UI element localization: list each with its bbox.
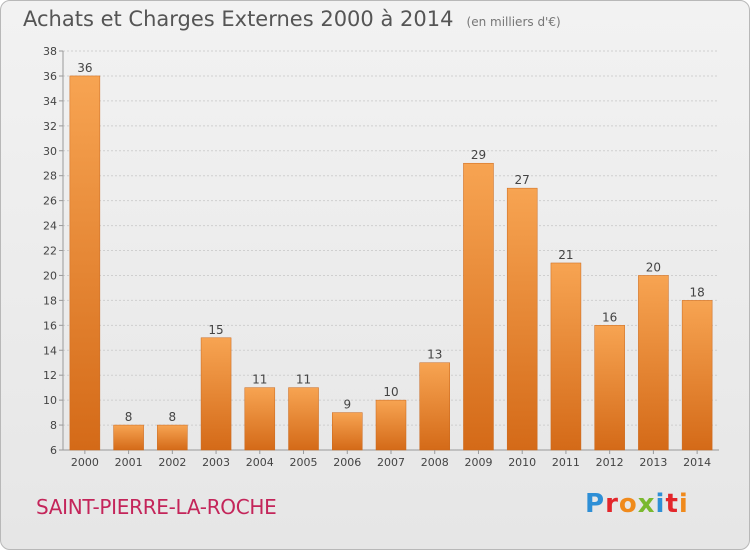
- logo-letter: i: [655, 489, 666, 519]
- logo-letter: x: [637, 489, 656, 519]
- location-name: SAINT-PIERRE-LA-ROCHE: [36, 495, 277, 519]
- y-tick-label: 20: [43, 269, 57, 282]
- x-axis: 2000 2001 2002 2003 2004 2005 2006 2007 2008 2009…: [71, 450, 711, 469]
- x-tick-label: 2014: [683, 456, 711, 469]
- x-tick-label: 2001: [115, 456, 143, 469]
- x-tick-label: 2011: [552, 456, 580, 469]
- y-tick-label: 14: [43, 344, 57, 357]
- bar-2008: [419, 362, 450, 451]
- bar-value-label: 10: [383, 385, 398, 399]
- y-tick-label: 8: [50, 419, 57, 432]
- y-tick-label: 22: [43, 245, 57, 258]
- logo-letter: o: [618, 489, 638, 519]
- bar-2011: [550, 262, 582, 451]
- x-tick-label: 2013: [639, 456, 667, 469]
- title-row: Achats et Charges Externes 2000 à 2014 (…: [23, 7, 561, 31]
- chart-title: Achats et Charges Externes 2000 à 2014: [23, 7, 454, 31]
- bar-value-label: 36: [77, 61, 92, 75]
- y-tick-label: 6: [50, 444, 57, 457]
- x-tick-label: 2004: [246, 456, 274, 469]
- x-tick-label: 2008: [421, 456, 449, 469]
- bar-value-label: 11: [296, 373, 311, 387]
- chart-subtitle: (en milliers d'€): [466, 15, 561, 29]
- bar-value-label: 21: [558, 248, 573, 262]
- bar-2006: [332, 412, 363, 451]
- logo-letter: P: [585, 489, 606, 519]
- bar-2012: [594, 325, 625, 451]
- y-tick-label: 36: [43, 70, 57, 83]
- x-tick-label: 2007: [377, 456, 405, 469]
- bar-2001: [113, 424, 144, 451]
- y-tick-label: 10: [43, 394, 57, 407]
- x-tick-label: 2005: [290, 456, 318, 469]
- y-tick-label: 18: [43, 294, 57, 307]
- y-tick-label: 30: [43, 145, 57, 158]
- y-tick-label: 26: [43, 195, 57, 208]
- bar-value-label: 8: [125, 410, 133, 424]
- bar-2007: [375, 399, 407, 451]
- bar-value-label: 29: [471, 148, 486, 162]
- bar-value-label: 9: [343, 398, 351, 412]
- y-tick-label: 32: [43, 120, 57, 133]
- x-tick-label: 2012: [596, 456, 624, 469]
- bar-value-label: 8: [169, 410, 177, 424]
- logo-letter: i: [678, 489, 689, 519]
- bar-value-label: 27: [515, 173, 530, 187]
- bar-value-label: 11: [252, 373, 267, 387]
- bar-value-label: 20: [646, 260, 661, 274]
- x-tick-label: 2002: [158, 456, 186, 469]
- bar-2013: [638, 275, 669, 451]
- bar-2010: [506, 187, 538, 451]
- bar-2003: [200, 337, 232, 451]
- bar-2000: [69, 75, 101, 451]
- y-tick-label: 38: [43, 45, 57, 58]
- y-tick-label: 34: [43, 95, 57, 108]
- bar-2002: [157, 424, 188, 451]
- y-tick-label: 28: [43, 170, 57, 183]
- bars: 36 8 8 15 11 11 9 10 13 29 27 21 16 20 18: [69, 61, 713, 451]
- y-tick-label: 12: [43, 369, 57, 382]
- x-tick-label: 2009: [464, 456, 492, 469]
- bar-value-label: 13: [427, 348, 442, 362]
- x-tick-label: 2000: [71, 456, 99, 469]
- bar-2005: [288, 387, 319, 451]
- bar-value-label: 16: [602, 310, 617, 324]
- bar-2004: [244, 387, 276, 451]
- y-tick-label: 16: [43, 319, 57, 332]
- logo-letter: r: [605, 489, 619, 519]
- y-tick-label: 24: [43, 220, 57, 233]
- bar-2009: [463, 162, 494, 451]
- x-tick-label: 2003: [202, 456, 230, 469]
- bar-value-label: 15: [208, 323, 223, 337]
- x-tick-label: 2010: [508, 456, 536, 469]
- bar-value-label: 18: [689, 285, 704, 299]
- logo-letter: t: [665, 489, 679, 519]
- bar-2014: [681, 300, 713, 451]
- proxiti-logo[interactable]: Proxiti: [585, 489, 689, 519]
- x-tick-label: 2006: [333, 456, 361, 469]
